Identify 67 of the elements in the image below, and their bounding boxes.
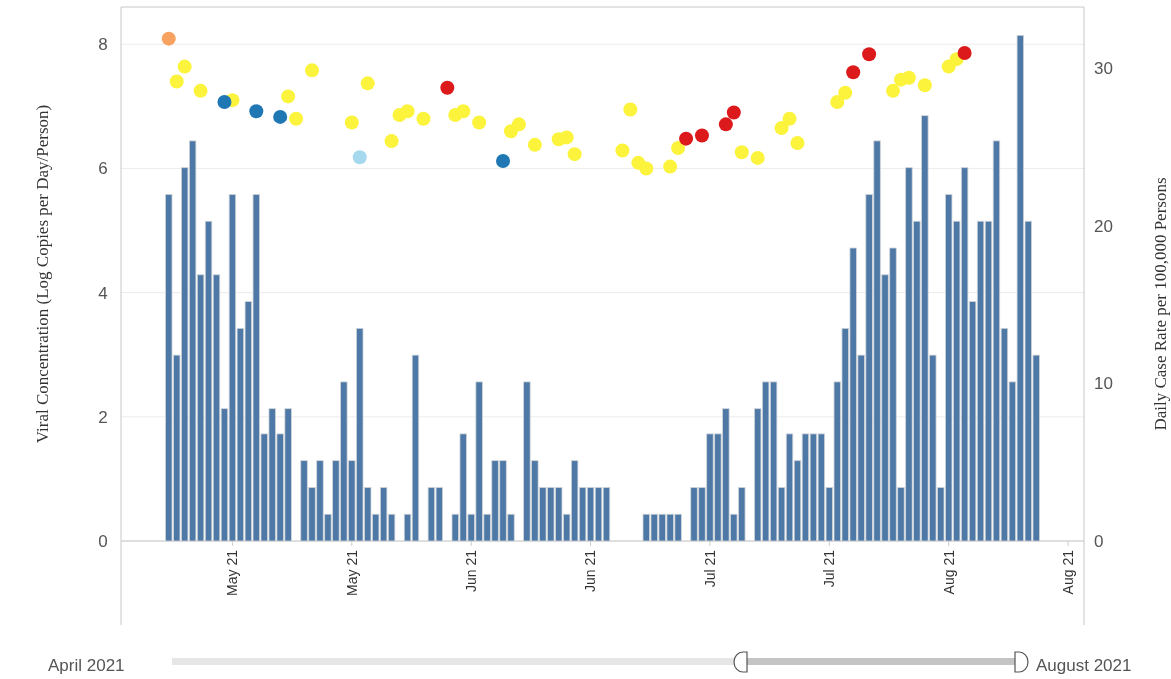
point [496, 153, 511, 168]
y-axis-title: Viral Concentration (Log Copies per Day/Person) [32, 104, 52, 444]
text: April 2021 [48, 655, 125, 675]
y2-axis-title: Daily Case Rate per 100,000 Persons [1150, 177, 1170, 431]
point [734, 145, 749, 160]
point [305, 63, 320, 78]
point [679, 131, 694, 146]
y-tick-label: 8 [98, 35, 108, 55]
y2-tick-label: 10 [1094, 374, 1113, 394]
point [217, 95, 232, 109]
point [663, 159, 678, 174]
y-tick-label: 4 [98, 283, 108, 303]
point [193, 83, 208, 98]
point [527, 137, 542, 152]
point [384, 134, 399, 149]
point [790, 135, 805, 150]
point [639, 161, 654, 176]
point [360, 76, 375, 91]
point [249, 104, 264, 119]
point [440, 80, 455, 95]
point [694, 128, 709, 143]
x-tick-label: Jun 21 [582, 549, 599, 593]
point [281, 89, 296, 104]
text: August 2021 [1036, 655, 1132, 675]
x-tick-label: Aug 21 [1059, 549, 1076, 595]
point [559, 130, 574, 145]
point [774, 121, 789, 136]
x-tick-label: Aug 21 [940, 549, 957, 595]
point [344, 115, 359, 130]
point [726, 105, 741, 120]
point [352, 150, 367, 165]
point [901, 70, 916, 85]
point [289, 111, 304, 126]
point [862, 47, 877, 62]
y2-tick-label: 20 [1094, 216, 1113, 236]
point [416, 111, 431, 126]
x-tick-label: Jun 21 [463, 549, 480, 593]
point [472, 115, 487, 130]
point [177, 59, 192, 74]
point [400, 104, 415, 119]
point [169, 74, 184, 89]
point [782, 111, 797, 126]
point [957, 45, 972, 60]
x-tick-label: Jul 21 [701, 549, 718, 588]
point [750, 150, 765, 165]
point [615, 143, 630, 158]
point [830, 95, 845, 109]
y2-tick-label: 0 [1094, 531, 1104, 551]
point [885, 83, 900, 98]
x-tick-label: Jul 21 [821, 549, 838, 588]
point [567, 147, 582, 162]
point [671, 140, 686, 155]
y-tick-label: 6 [98, 159, 108, 179]
point [718, 117, 733, 132]
point [456, 104, 471, 119]
y-tick-label: 0 [98, 531, 108, 551]
x-tick-label: May 21 [343, 549, 360, 596]
y-tick-label: 2 [98, 407, 108, 427]
point [838, 85, 853, 100]
x-tick-label: May 21 [224, 549, 241, 596]
point [623, 102, 638, 117]
point [273, 109, 288, 124]
point [917, 78, 932, 93]
point [846, 65, 861, 80]
y2-tick-label: 30 [1094, 59, 1113, 79]
point [161, 31, 176, 46]
point [511, 117, 526, 132]
